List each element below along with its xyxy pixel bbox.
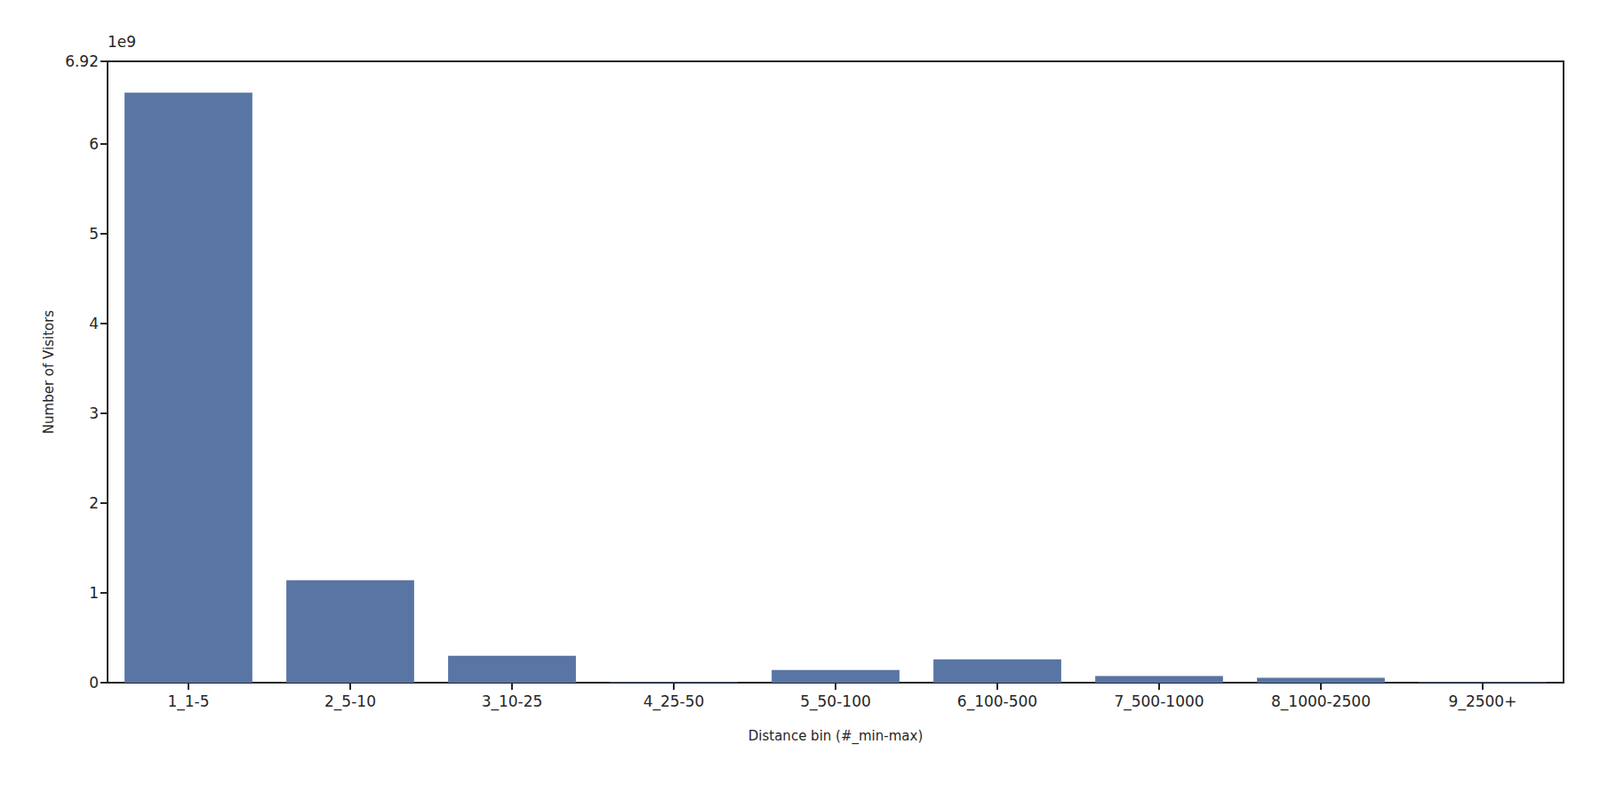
- svg-text:3_10-25: 3_10-25: [481, 692, 544, 712]
- svg-text:6_100-500: 6_100-500: [957, 692, 1038, 712]
- svg-text:4: 4: [88, 314, 99, 333]
- svg-text:4_25-50: 4_25-50: [643, 692, 705, 712]
- svg-text:5: 5: [88, 224, 99, 243]
- svg-text:1: 1: [88, 584, 99, 602]
- svg-text:6: 6: [88, 135, 99, 153]
- svg-text:6.92: 6.92: [64, 52, 99, 71]
- svg-text:7_500-1000: 7_500-1000: [1113, 692, 1204, 712]
- svg-text:Number of Visitors: Number of Visitors: [40, 310, 57, 435]
- svg-text:0: 0: [88, 673, 99, 692]
- svg-text:1_1-5: 1_1-5: [167, 692, 209, 712]
- svg-text:9_2500+: 9_2500+: [1448, 692, 1518, 712]
- svg-text:2_5-10: 2_5-10: [324, 692, 376, 712]
- svg-text:5_50-100: 5_50-100: [800, 692, 872, 712]
- svg-text:Distance bin (#_min-max): Distance bin (#_min-max): [748, 728, 923, 745]
- svg-text:3: 3: [88, 404, 99, 423]
- svg-text:8_1000-2500: 8_1000-2500: [1271, 692, 1371, 712]
- svg-text:1e9: 1e9: [107, 32, 136, 51]
- svg-text:2: 2: [88, 494, 99, 512]
